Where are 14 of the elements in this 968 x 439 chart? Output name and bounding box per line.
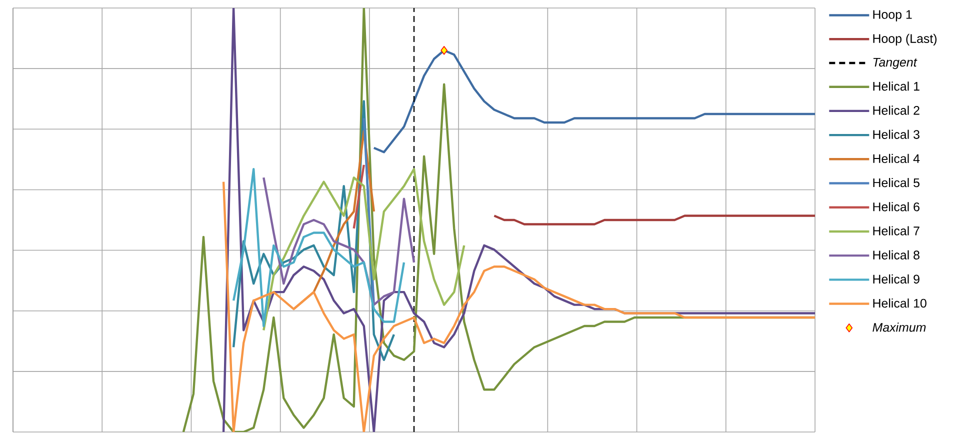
legend-label: Helical 4 bbox=[873, 154, 920, 164]
legend-label: Maximum bbox=[872, 322, 926, 332]
legend-label: Helical 7 bbox=[873, 226, 920, 236]
legend-label: Hoop (Last) bbox=[873, 34, 937, 46]
legend-label: Helical 2 bbox=[873, 106, 920, 115]
text: Tangent bbox=[873, 58, 918, 70]
legend-label: Helical 8 bbox=[873, 250, 920, 260]
legend-label: Helical 5 bbox=[873, 178, 920, 188]
legend-label: Helical 9 bbox=[873, 274, 920, 284]
legend-label: Helical 10 bbox=[873, 298, 926, 308]
legend-label: Helical 1 bbox=[873, 82, 920, 91]
legend-label: Helical 3 bbox=[873, 130, 920, 140]
legend-label: Helical 6 bbox=[873, 202, 920, 212]
legend-label: Hoop 1 bbox=[873, 10, 912, 22]
